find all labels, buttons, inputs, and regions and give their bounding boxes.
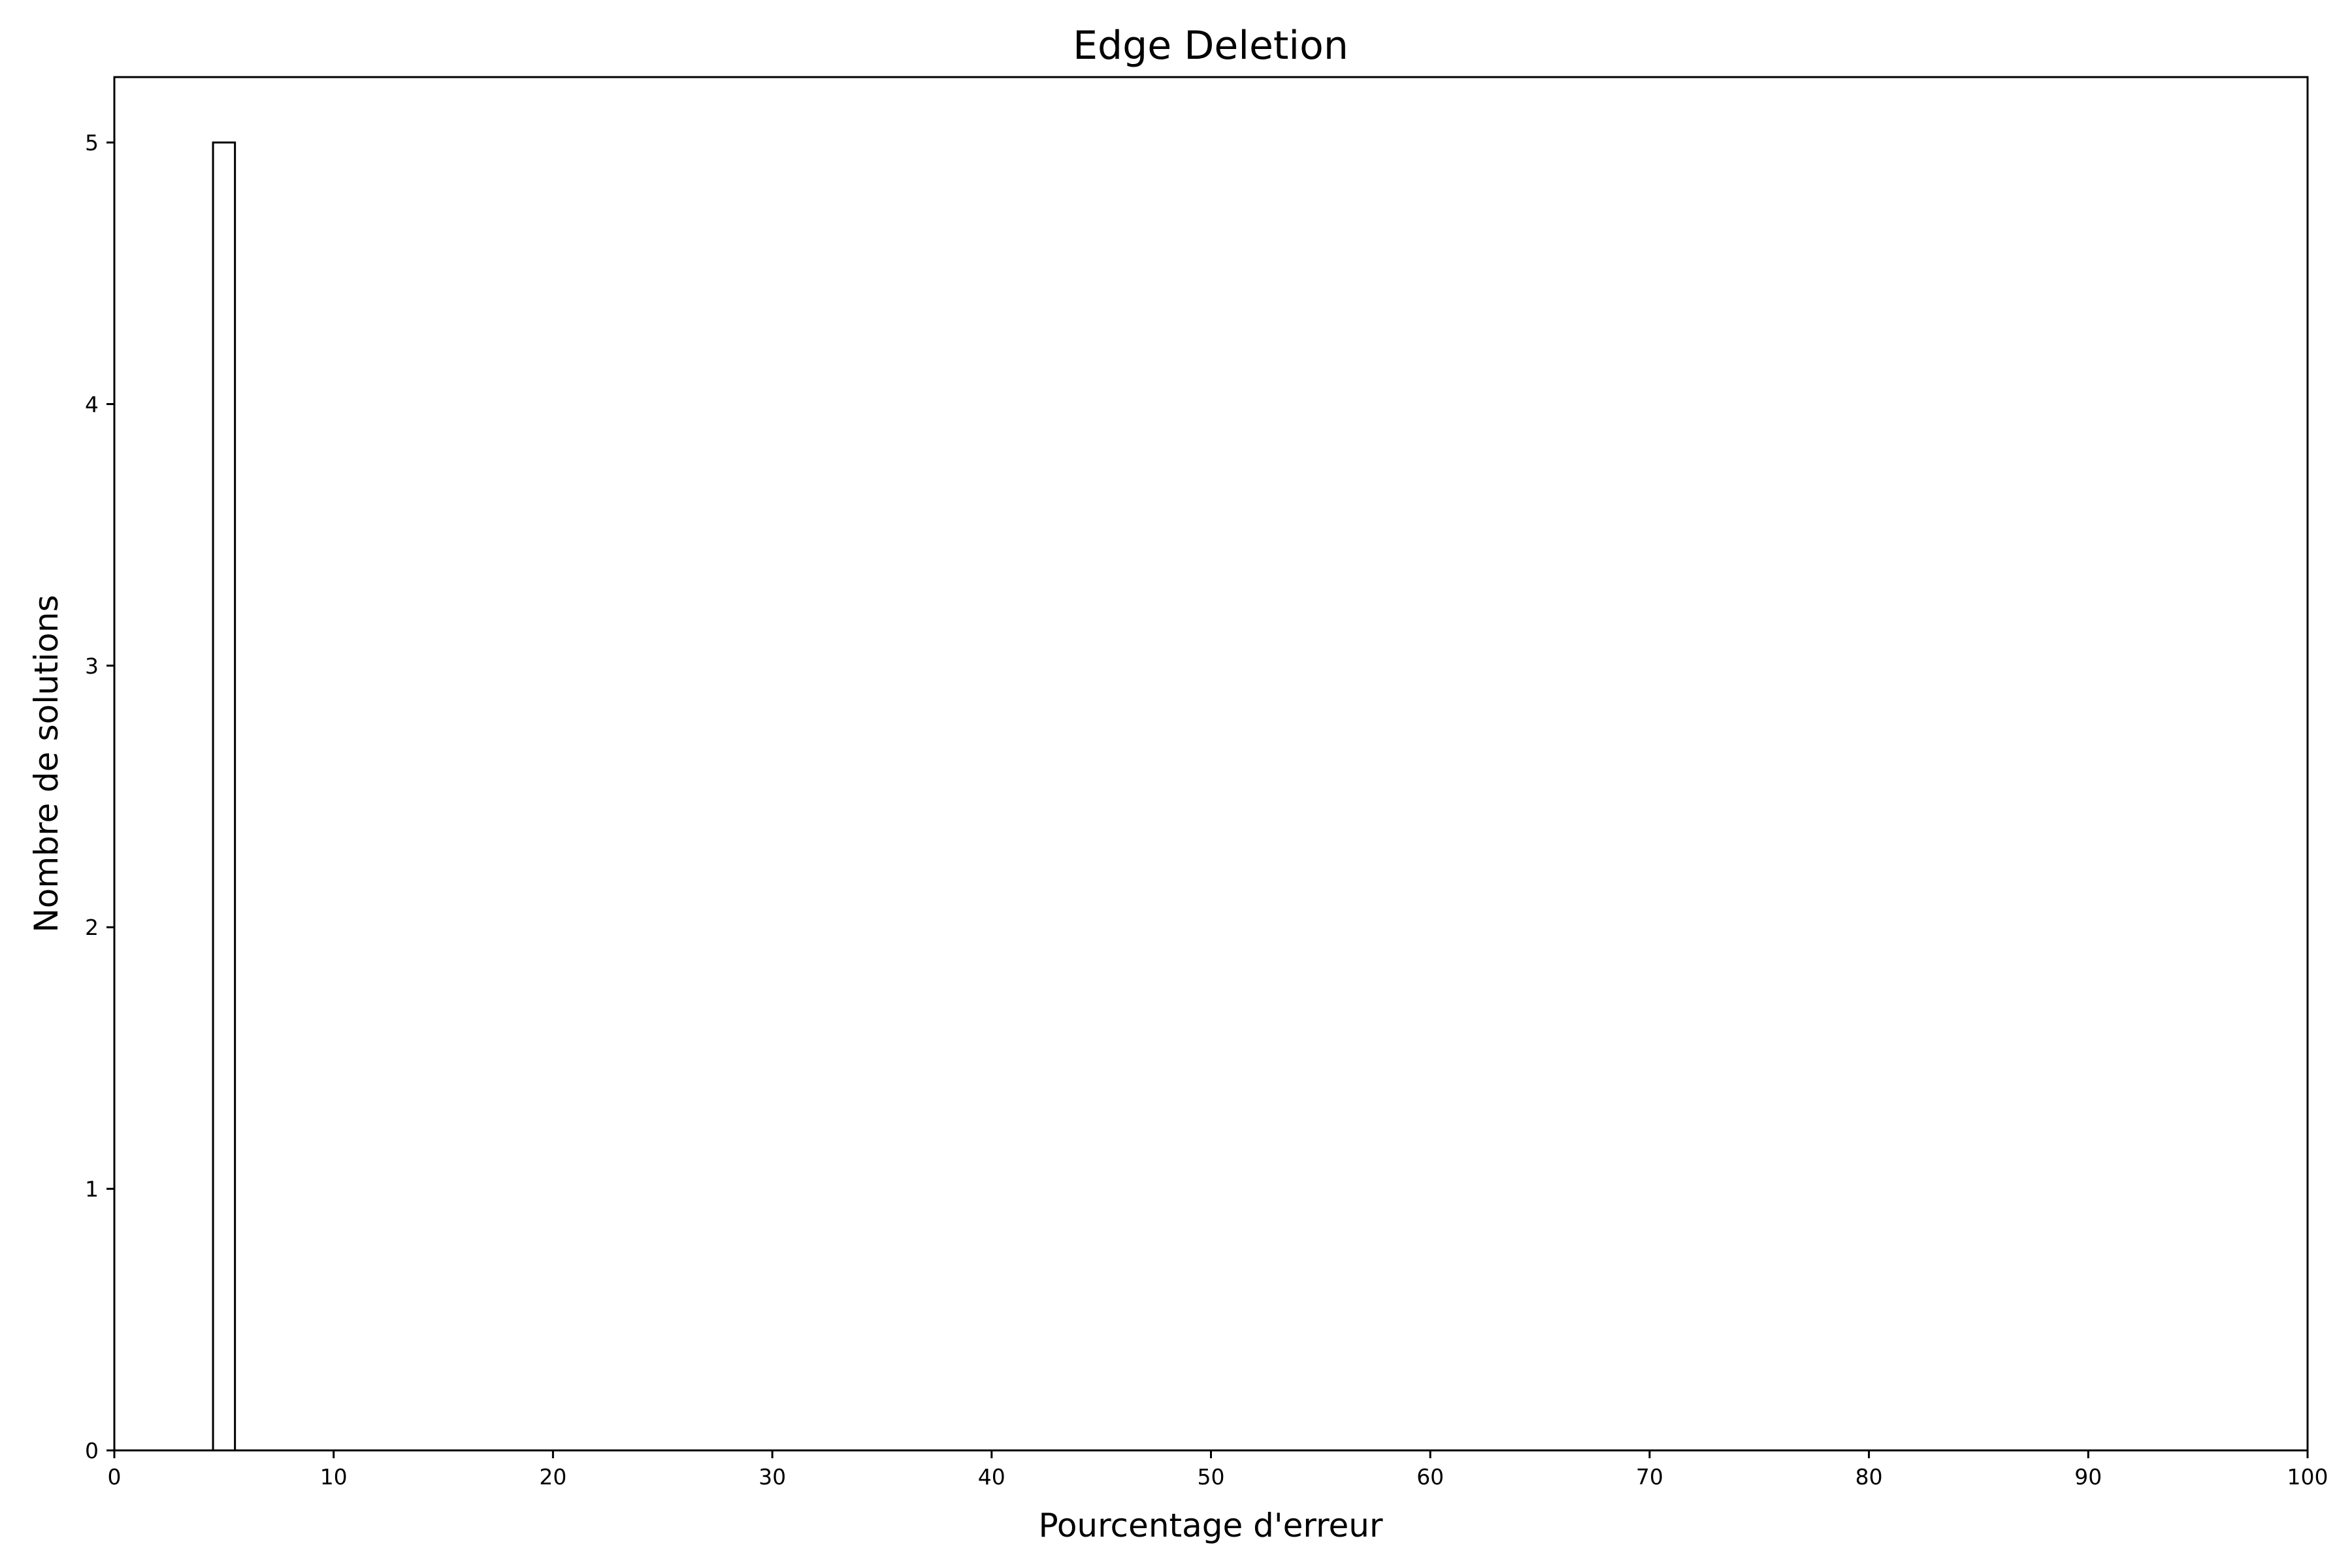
x-tick-label-7: 70 — [1636, 1464, 1663, 1490]
x-tick-label-2: 20 — [539, 1464, 566, 1490]
plot-area-frame — [113, 76, 2309, 1452]
y-axis-ticks: 0 1 2 3 4 5 — [85, 130, 114, 1463]
bars-layer — [212, 141, 237, 1452]
x-axis-ticks: 0 10 20 30 40 50 60 70 80 90 100 — [108, 1450, 2328, 1490]
y-tick-label-0: 0 — [85, 1438, 99, 1463]
x-tick-label-6: 60 — [1416, 1464, 1444, 1490]
x-tick-label-9: 90 — [2074, 1464, 2102, 1490]
y-axis-title: Nombre de solutions — [27, 595, 65, 933]
y-tick-label-4: 4 — [85, 391, 99, 417]
x-tick-label-5: 50 — [1198, 1464, 1225, 1490]
histogram-bar-0 — [212, 141, 237, 1452]
y-tick-label-3: 3 — [85, 653, 99, 679]
y-tick-label-1: 1 — [85, 1177, 99, 1202]
x-tick-label-4: 40 — [978, 1464, 1005, 1490]
x-tick-label-10: 100 — [2287, 1464, 2328, 1490]
x-axis-title: Pourcentage d'erreur — [1038, 1507, 1383, 1544]
y-tick-label-5: 5 — [85, 130, 99, 155]
x-tick-label-8: 80 — [1855, 1464, 1883, 1490]
chart-title: Edge Deletion — [1073, 23, 1348, 69]
x-tick-label-3: 30 — [759, 1464, 786, 1490]
x-tick-label-1: 10 — [320, 1464, 348, 1490]
y-tick-label-2: 2 — [85, 915, 99, 940]
x-tick-label-0: 0 — [108, 1464, 122, 1490]
